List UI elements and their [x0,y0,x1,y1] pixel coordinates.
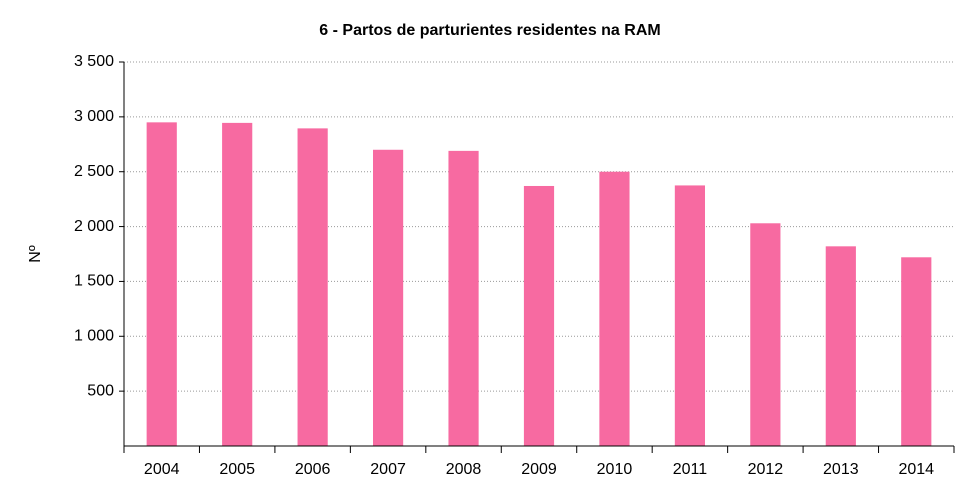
x-tick-label: 2013 [823,461,859,478]
chart-title: 6 - Partos de parturientes residentes na… [319,22,660,39]
x-tick-label: 2007 [370,461,406,478]
x-tick-label: 2008 [446,461,482,478]
bar [297,128,328,446]
x-tick-label: 2004 [144,461,180,478]
x-tick-label: 2006 [295,461,331,478]
y-axis-label: Nº [27,245,44,263]
bar [825,246,856,446]
bar [373,149,404,446]
y-tick-label: 2 000 [74,218,114,235]
x-tick-label: 2005 [219,461,255,478]
x-tick-label: 2009 [521,461,557,478]
bar [901,257,932,446]
y-tick-label: 3 000 [74,108,114,125]
y-tick-label: 500 [87,382,114,399]
x-tick-label: 2011 [673,461,708,478]
bar [599,171,630,446]
bar [222,122,253,447]
bar [750,223,781,446]
x-tick-label: 2012 [748,461,784,478]
y-tick-label: 1 500 [74,273,114,290]
x-tick-label: 2014 [898,461,934,478]
y-tick-label: 2 500 [74,163,114,180]
y-tick-label: 3 500 [74,53,114,70]
x-tick-label: 2010 [597,461,633,478]
bar [523,185,555,446]
y-tick-label: 1 000 [74,328,114,345]
bar [674,185,705,446]
bar [448,150,479,446]
bar [146,122,177,446]
